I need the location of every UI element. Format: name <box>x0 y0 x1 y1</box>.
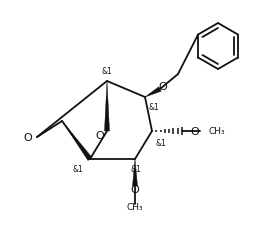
Text: &1: &1 <box>148 103 159 112</box>
Text: O: O <box>131 184 139 194</box>
Text: &1: &1 <box>130 165 141 174</box>
Text: &1: &1 <box>102 67 112 76</box>
Polygon shape <box>132 159 138 186</box>
Polygon shape <box>62 122 92 161</box>
Text: &1: &1 <box>72 165 83 174</box>
Text: O: O <box>24 132 32 142</box>
Text: CH₃: CH₃ <box>127 202 143 211</box>
Text: &1: &1 <box>155 138 166 147</box>
Text: O: O <box>95 130 104 140</box>
Text: O: O <box>190 126 199 136</box>
Text: CH₃: CH₃ <box>208 127 225 136</box>
Polygon shape <box>105 82 110 131</box>
Text: O: O <box>159 82 167 92</box>
Polygon shape <box>145 87 161 98</box>
